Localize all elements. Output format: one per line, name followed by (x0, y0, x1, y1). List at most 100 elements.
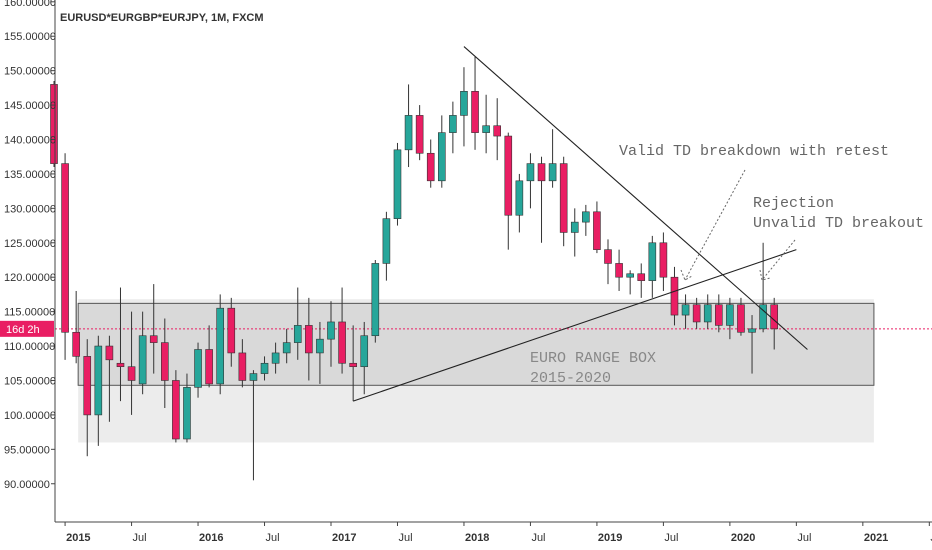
candle-2019-03 (615, 249, 623, 291)
candle-body (426, 152, 435, 182)
candle-2019-07 (659, 232, 668, 291)
candle-2019-06 (648, 235, 657, 298)
candle-body (216, 307, 224, 385)
candle-body (748, 328, 756, 333)
annotation-text-0: Valid TD breakdown with retest (619, 143, 889, 160)
candle-body (238, 352, 247, 381)
candle-2020-01 (726, 297, 734, 340)
candle-2015-03 (83, 339, 92, 457)
x-tick-label: Jul (266, 532, 280, 544)
price-badge-label: 16d 2h (6, 324, 40, 336)
candle-2016-08 (271, 342, 280, 374)
candle-2015-01 (61, 153, 69, 360)
y-tick-label: 160.00000 (4, 0, 56, 9)
candle-body (737, 304, 745, 333)
candle-2018-04 (493, 98, 502, 161)
candle-2017-07 (393, 142, 402, 226)
candle-body (637, 273, 646, 281)
candle-2019-02 (604, 239, 612, 285)
candle-body (172, 380, 180, 440)
candle-2017-03 (349, 325, 357, 402)
candle-2018-09 (548, 129, 557, 188)
candle-body (260, 362, 269, 374)
candle-body (94, 345, 103, 416)
candle-2017-06 (382, 211, 391, 281)
x-tick-label: 2018 (465, 532, 489, 544)
candle-2019-01 (593, 201, 601, 254)
candle-body (127, 366, 136, 381)
candle-2016-09 (282, 328, 291, 364)
y-tick-label: 110.00000 (4, 341, 55, 353)
annotation-text-2: Unvalid TD breakout (753, 215, 924, 232)
candle-2017-12 (449, 101, 457, 154)
candle-2017-10 (426, 139, 435, 188)
candle-body (681, 304, 690, 316)
candle-2015-04 (94, 335, 103, 446)
candle-2018-07 (526, 153, 535, 209)
candle-2016-10 (293, 287, 302, 360)
candle-body (515, 180, 524, 216)
candle-2019-09 (681, 294, 690, 329)
candle-2016-11 (305, 297, 313, 381)
candle-body (670, 276, 679, 316)
candle-2015-08 (138, 311, 147, 395)
candle-body (714, 304, 723, 326)
candle-2020-03 (748, 315, 756, 374)
candle-body (271, 352, 280, 364)
candle-body (504, 135, 513, 216)
candle-2019-05 (637, 263, 646, 298)
chart-title: EURUSD*EURGBP*EURJPY, 1M, FXCM (60, 12, 264, 24)
candle-2019-11 (703, 294, 712, 329)
candle-body (393, 149, 402, 219)
candles-layer (50, 56, 779, 481)
candle-body (305, 325, 313, 354)
candle-2017-04 (360, 321, 369, 395)
candle-body (227, 307, 236, 354)
y-tick-label: 95.00000 (4, 444, 50, 456)
x-tick-label: 2021 (864, 532, 888, 544)
candle-body (482, 125, 490, 133)
candle-body (249, 373, 258, 381)
candle-body (371, 263, 380, 337)
candle-2015-07 (127, 311, 136, 415)
candle-body (437, 132, 446, 182)
candle-body (349, 362, 357, 368)
candle-body (205, 349, 213, 385)
box-label-1: 2015-2020 (530, 370, 611, 387)
candle-2016-06 (249, 370, 258, 481)
candle-body (570, 221, 579, 233)
candle-2020-02 (737, 297, 745, 336)
price-badge: 16d 2h (0, 320, 54, 337)
candle-body (116, 362, 125, 368)
trendlines-layer (352, 46, 808, 402)
candle-2016-05 (238, 339, 247, 388)
annotations-layer: Valid TD breakdown with retest Rejection U… (530, 143, 924, 387)
candle-body (526, 163, 535, 182)
candle-body (559, 163, 568, 233)
candle-body (726, 304, 734, 326)
candle-2019-12 (714, 294, 723, 333)
candle-2018-12 (582, 204, 590, 236)
breakdown-arrowhead (680, 269, 693, 281)
x-tick-label: 2020 (731, 532, 755, 544)
candle-2016-04 (227, 297, 236, 367)
y-tick-label: 130.00000 (4, 203, 56, 215)
candle-2015-12 (183, 373, 191, 443)
candle-2018-03 (482, 94, 490, 154)
candle-2017-08 (404, 84, 413, 168)
candle-body (537, 163, 546, 182)
y-tick-label: 140.00000 (4, 135, 56, 147)
y-tick-label: 115.00000 (4, 307, 55, 319)
candle-2017-02 (338, 287, 346, 374)
candle-2017-05 (371, 259, 380, 343)
candle-2018-06 (515, 173, 524, 233)
candle-body (83, 356, 92, 416)
x-tick-label: Jul (531, 532, 545, 544)
candle-2020-04 (759, 242, 767, 333)
candle-body (404, 115, 413, 151)
y-tick-label: 90.00000 (4, 479, 50, 491)
candle-2015-11 (172, 370, 180, 443)
